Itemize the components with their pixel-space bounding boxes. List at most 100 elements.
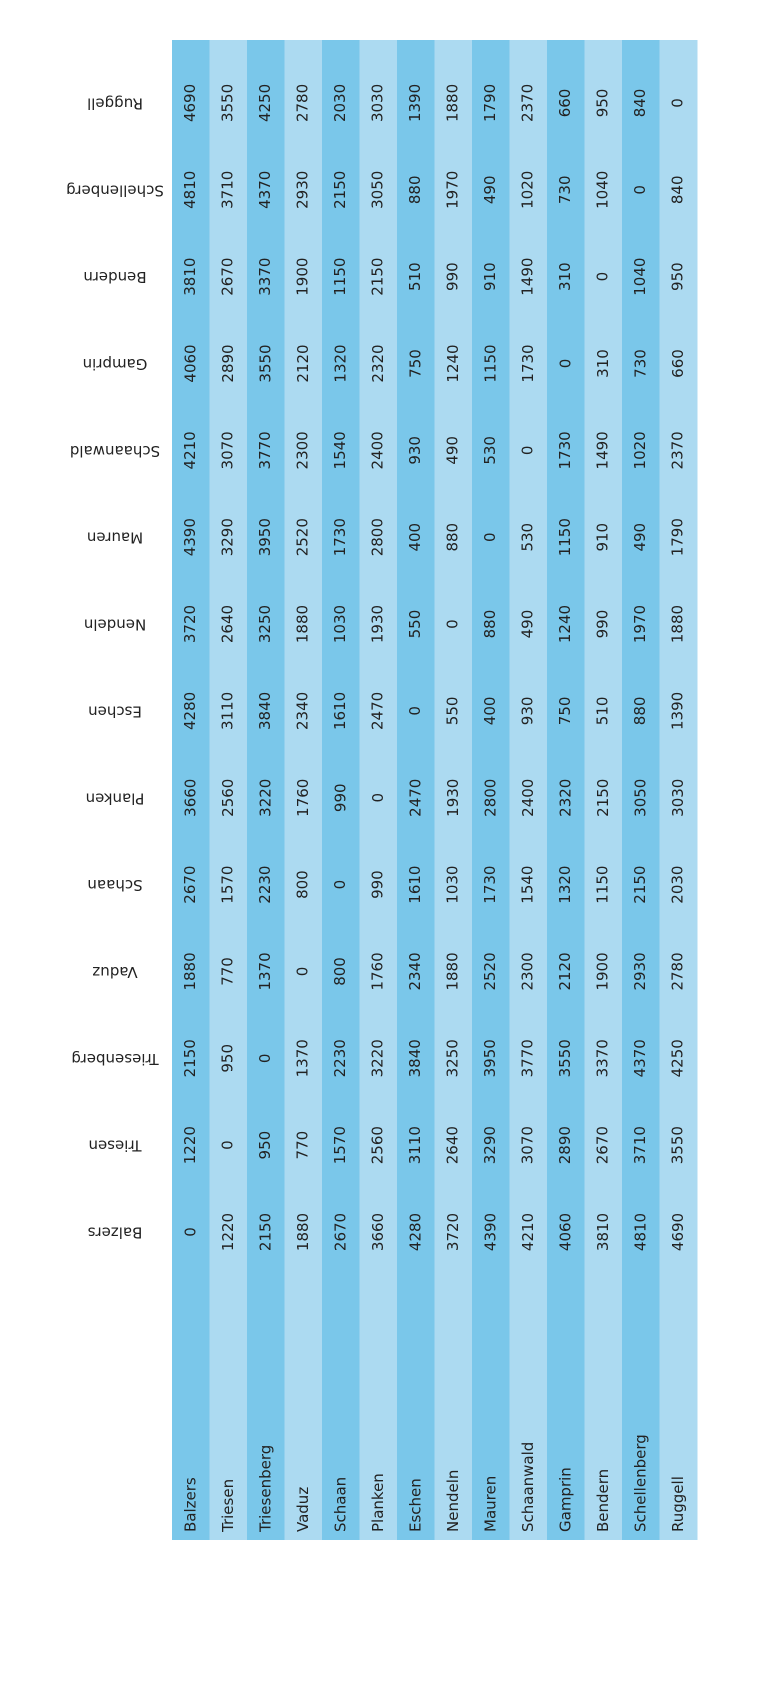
cell-value: 880 — [631, 697, 649, 726]
cell-value: 1150 — [594, 866, 612, 904]
row-label: Mauren — [481, 1476, 499, 1532]
cell-value: 2560 — [219, 779, 237, 817]
cell-value: 1020 — [519, 171, 537, 209]
cell-value: 2320 — [556, 779, 574, 817]
cell-value: 3720 — [444, 1213, 462, 1251]
cell-value: 880 — [444, 523, 462, 552]
row-stripe — [434, 40, 473, 1540]
cell-value: 1490 — [594, 431, 612, 469]
cell-value: 1880 — [294, 605, 312, 643]
cell-value: 4210 — [519, 1213, 537, 1251]
cell-value: 3550 — [556, 1039, 574, 1077]
cell-value: 4280 — [181, 692, 199, 730]
cell-value: 1730 — [331, 518, 349, 556]
cell-value: 1020 — [631, 431, 649, 469]
cell-value: 3070 — [519, 1126, 537, 1164]
cell-value: 2030 — [669, 866, 687, 904]
cell-value: 0 — [256, 1054, 274, 1064]
column-header: Planken — [86, 789, 145, 807]
cell-value: 2520 — [294, 518, 312, 556]
cell-value: 3030 — [669, 779, 687, 817]
cell-value: 2300 — [294, 431, 312, 469]
cell-value: 3660 — [181, 779, 199, 817]
cell-value: 550 — [406, 610, 424, 639]
cell-value: 2670 — [219, 258, 237, 296]
cell-value: 1880 — [294, 1213, 312, 1251]
cell-value: 750 — [406, 349, 424, 378]
cell-value: 530 — [519, 523, 537, 552]
column-header: Nendeln — [84, 616, 146, 634]
cell-value: 4810 — [631, 1213, 649, 1251]
cell-value: 2640 — [444, 1126, 462, 1164]
cell-value: 2150 — [331, 171, 349, 209]
cell-value: 400 — [481, 697, 499, 726]
cell-value: 730 — [631, 349, 649, 378]
row-stripe — [172, 40, 210, 1540]
cell-value: 1880 — [669, 605, 687, 643]
row-stripe — [659, 40, 698, 1540]
cell-value: 1150 — [331, 258, 349, 296]
cell-value: 3220 — [369, 1039, 387, 1077]
cell-value: 730 — [556, 175, 574, 204]
cell-value: 4250 — [669, 1039, 687, 1077]
cell-value: 930 — [406, 436, 424, 465]
column-header: Schaanwald — [70, 442, 160, 460]
cell-value: 1240 — [444, 344, 462, 382]
cell-value: 1760 — [294, 779, 312, 817]
cell-value: 550 — [444, 697, 462, 726]
cell-value: 660 — [556, 89, 574, 118]
cell-value: 660 — [669, 349, 687, 378]
cell-value: 0 — [331, 880, 349, 890]
cell-value: 750 — [556, 697, 574, 726]
cell-value: 1220 — [181, 1126, 199, 1164]
cell-value: 1760 — [369, 952, 387, 990]
row-stripe — [584, 40, 623, 1540]
cell-value: 840 — [631, 89, 649, 118]
cell-value: 3950 — [256, 518, 274, 556]
cell-value: 490 — [481, 175, 499, 204]
cell-value: 950 — [219, 1044, 237, 1073]
cell-value: 2320 — [369, 344, 387, 382]
row-stripe — [284, 40, 323, 1540]
column-header: Vaduz — [92, 963, 137, 981]
cell-value: 3250 — [444, 1039, 462, 1077]
cell-value: 770 — [294, 1131, 312, 1160]
row-label: Balzers — [181, 1477, 199, 1532]
cell-value: 2230 — [256, 866, 274, 904]
cell-value: 1880 — [444, 84, 462, 122]
row-stripe — [622, 40, 660, 1540]
cell-value: 0 — [444, 619, 462, 629]
cell-value: 2670 — [181, 866, 199, 904]
cell-value: 950 — [256, 1131, 274, 1160]
cell-value: 770 — [219, 957, 237, 986]
cell-value: 1900 — [294, 258, 312, 296]
cell-value: 1150 — [556, 518, 574, 556]
cell-value: 3370 — [594, 1039, 612, 1077]
cell-value: 0 — [631, 185, 649, 195]
cell-value: 3550 — [219, 84, 237, 122]
cell-value: 4250 — [256, 84, 274, 122]
cell-value: 4370 — [631, 1039, 649, 1077]
cell-value: 2120 — [294, 344, 312, 382]
cell-value: 2150 — [256, 1213, 274, 1251]
cell-value: 3710 — [219, 171, 237, 209]
cell-value: 800 — [294, 870, 312, 899]
cell-value: 1040 — [594, 171, 612, 209]
cell-value: 2120 — [556, 952, 574, 990]
cell-value: 1930 — [369, 605, 387, 643]
cell-value: 510 — [594, 697, 612, 726]
cell-value: 1030 — [444, 866, 462, 904]
column-header: Schaan — [87, 876, 142, 894]
cell-value: 2400 — [519, 779, 537, 817]
cell-value: 2340 — [406, 952, 424, 990]
cell-value: 3550 — [669, 1126, 687, 1164]
row-label: Schaanwald — [519, 1442, 537, 1532]
cell-value: 990 — [369, 870, 387, 899]
cell-value: 3720 — [181, 605, 199, 643]
cell-value: 490 — [444, 436, 462, 465]
cell-value: 1790 — [481, 84, 499, 122]
cell-value: 0 — [594, 272, 612, 282]
column-header: Triesen — [88, 1137, 142, 1155]
cell-value: 1970 — [444, 171, 462, 209]
